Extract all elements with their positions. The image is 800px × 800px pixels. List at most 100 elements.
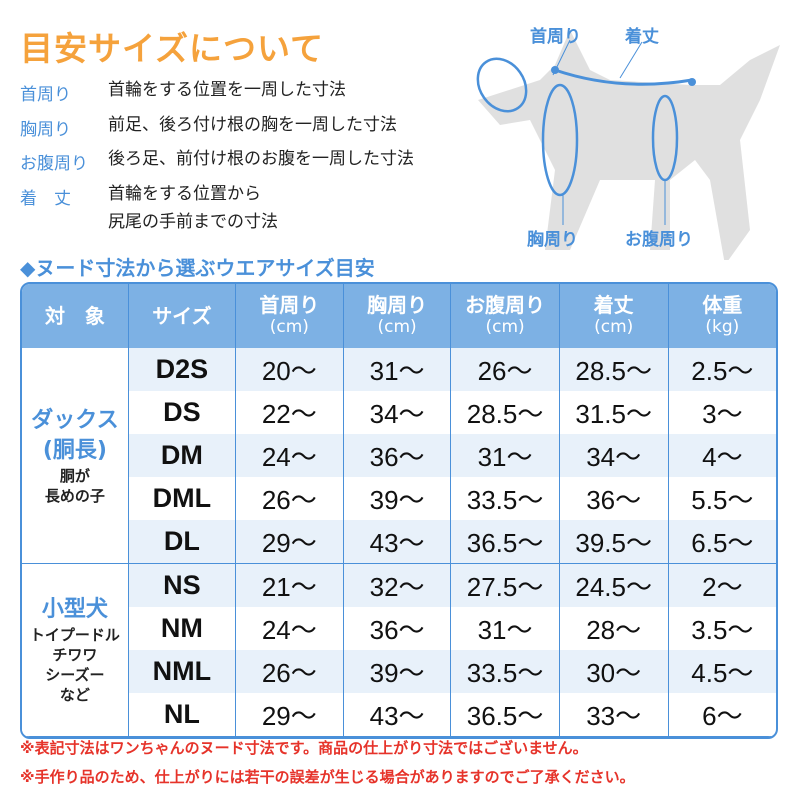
def-label-neck: 首周り bbox=[20, 85, 71, 105]
value-cell: 31〜 bbox=[451, 607, 560, 650]
value-cell: 3〜 bbox=[702, 399, 743, 429]
value-cell: 28.5〜 bbox=[559, 348, 669, 391]
size-table: 対 象サイズ 首周り (cm) 胸周り (cm) お腹周り (cm) 着丈 (cm) 体重 (kg)… bbox=[20, 282, 778, 739]
size-cell: NML bbox=[128, 650, 236, 693]
size-cell: NM bbox=[129, 607, 236, 650]
header-label: サイズ bbox=[152, 304, 212, 328]
value-cell: 24〜 bbox=[235, 434, 344, 477]
header-unit: (cm) bbox=[485, 317, 525, 337]
length-line bbox=[554, 68, 693, 86]
value-cell: 36〜 bbox=[343, 434, 452, 477]
value-cell: 36.5〜 bbox=[451, 520, 560, 564]
value-cell: 21〜 bbox=[235, 564, 344, 607]
header-label: 体重 bbox=[702, 293, 743, 317]
table-title: ◆ヌード寸法から選ぶウエアサイズ目安 bbox=[20, 256, 375, 280]
value-cell: 32〜 bbox=[343, 564, 452, 607]
value-cell: 33〜 bbox=[559, 693, 669, 737]
def-text-length-2: 尻尾の手前までの寸法 bbox=[108, 212, 278, 232]
def-text-neck: 首輪をする位置を一周した寸法 bbox=[108, 80, 346, 100]
table-row: DML 26〜 39〜 33.5〜 36〜 5.5〜 bbox=[22, 477, 776, 520]
def-text-length: 首輪をする位置から bbox=[108, 184, 261, 204]
value-cell: 24〜 bbox=[236, 607, 344, 650]
value-cell: 4〜 bbox=[668, 434, 776, 477]
group-desc: チワワ bbox=[52, 646, 98, 664]
header-cell: 着丈 (cm) bbox=[559, 284, 669, 348]
value-cell: 33.5〜 bbox=[451, 477, 560, 520]
table-row: NM 24〜 36〜 31〜 28〜 3.5〜 bbox=[22, 607, 776, 650]
diagram-label-belly: お腹周り bbox=[625, 230, 693, 250]
header-cell: 胸周り (cm) bbox=[343, 284, 452, 348]
value-cell: 43〜 bbox=[343, 693, 452, 737]
value-cell: 4.5〜 bbox=[668, 650, 776, 693]
value-cell: 33.5〜 bbox=[451, 650, 560, 693]
value-cell: 31〜 bbox=[451, 434, 560, 477]
group-desc: 長めの子 bbox=[44, 486, 105, 505]
header-cell: 対 象 bbox=[22, 284, 129, 348]
value-cell: 34〜 bbox=[344, 391, 452, 434]
value-cell: 6.5〜 bbox=[668, 520, 776, 564]
value-cell: 36.5〜 bbox=[451, 693, 560, 737]
table-row: DS 22〜 34〜 28.5〜 31.5〜 3〜 bbox=[22, 391, 776, 434]
group-desc: 胴が bbox=[59, 466, 90, 485]
header-cell: サイズ bbox=[128, 284, 236, 348]
value-cell: 28.5〜 bbox=[451, 391, 560, 434]
group-desc: シーズー bbox=[45, 666, 105, 684]
size-cell: DL bbox=[128, 520, 236, 564]
header-label: 対 象 bbox=[44, 304, 105, 328]
value-cell: 39.5〜 bbox=[559, 520, 669, 564]
value-cell: 28〜 bbox=[560, 607, 669, 650]
size-cell: NL bbox=[128, 693, 236, 737]
table-row: ダックス (胴長) 胴が 長めの子 D2S 20〜 31〜 26〜 28.5〜 2.5〜 bbox=[22, 348, 776, 564]
header-cell: 首周り (cm) bbox=[235, 284, 344, 348]
value-cell: 5.5〜 bbox=[691, 485, 754, 515]
value-cell: 29〜 bbox=[235, 520, 344, 564]
header-unit: (cm) bbox=[269, 317, 309, 337]
value-cell: 34〜 bbox=[559, 434, 669, 477]
value-cell: 2〜 bbox=[668, 564, 776, 607]
group-desc: など bbox=[59, 686, 90, 704]
size-cell: DM bbox=[128, 434, 236, 477]
def-text-chest: 前足、後ろ付け根の胸を一周した寸法 bbox=[108, 115, 397, 135]
header-unit: (cm) bbox=[594, 317, 634, 337]
diagram-label-neck: 首周り bbox=[530, 27, 581, 47]
group-cell: 小型犬 トイプードル チワワ シーズー など bbox=[22, 564, 129, 737]
value-cell: 31〜 bbox=[343, 348, 452, 391]
value-cell: 29〜 bbox=[235, 693, 344, 737]
value-cell: 24.5〜 bbox=[559, 564, 669, 607]
header-label: 着丈 bbox=[593, 293, 634, 317]
def-label-length: 着 丈 bbox=[20, 189, 71, 209]
group-desc: トイプードル bbox=[29, 626, 120, 644]
page-title: 目安サイズについて bbox=[20, 29, 325, 68]
value-cell: 36〜 bbox=[560, 477, 669, 520]
header-label: 首周り bbox=[259, 293, 320, 317]
value-cell: 26〜 bbox=[451, 348, 560, 391]
diagram-label-length: 着丈 bbox=[625, 27, 659, 47]
value-cell: 3.5〜 bbox=[691, 615, 754, 645]
value-cell: 43〜 bbox=[343, 520, 452, 564]
size-cell: D2S bbox=[128, 348, 236, 391]
size-cell: DML bbox=[129, 477, 236, 520]
table-row: DM 24〜 36〜 31〜 34〜 4〜 bbox=[22, 434, 776, 477]
note-1: ※表記寸法はワンちゃんのヌード寸法です。商品の仕上がり寸法ではございません。 bbox=[20, 739, 588, 757]
def-label-chest: 胸周り bbox=[20, 120, 71, 140]
size-cell: NS bbox=[128, 564, 236, 607]
header-unit: (kg) bbox=[705, 317, 740, 337]
value-cell: 27.5〜 bbox=[451, 564, 560, 607]
chest-ring bbox=[541, 83, 579, 197]
value-cell: 22〜 bbox=[236, 391, 344, 434]
value-cell: 20〜 bbox=[235, 348, 344, 391]
table-row: NL 29〜 43〜 36.5〜 33〜 6〜 bbox=[22, 693, 776, 737]
header-cell: お腹周り (cm) bbox=[451, 284, 560, 348]
group-name: ダックス bbox=[31, 407, 119, 433]
header-unit: (cm) bbox=[377, 317, 417, 337]
table-row: 小型犬 トイプードル チワワ シーズー など NS 21〜 32〜 27.5〜 24.5〜 2〜 bbox=[22, 564, 776, 737]
value-cell: 26〜 bbox=[235, 650, 344, 693]
value-cell: 6〜 bbox=[668, 693, 776, 737]
header-label: お腹周り bbox=[465, 293, 546, 317]
def-label-belly: お腹周り bbox=[20, 154, 88, 174]
value-cell: 30〜 bbox=[559, 650, 669, 693]
value-cell: 36〜 bbox=[344, 607, 452, 650]
value-cell: 39〜 bbox=[343, 650, 452, 693]
dog-diagram bbox=[476, 30, 780, 260]
header-label: 胸周り bbox=[367, 293, 428, 317]
